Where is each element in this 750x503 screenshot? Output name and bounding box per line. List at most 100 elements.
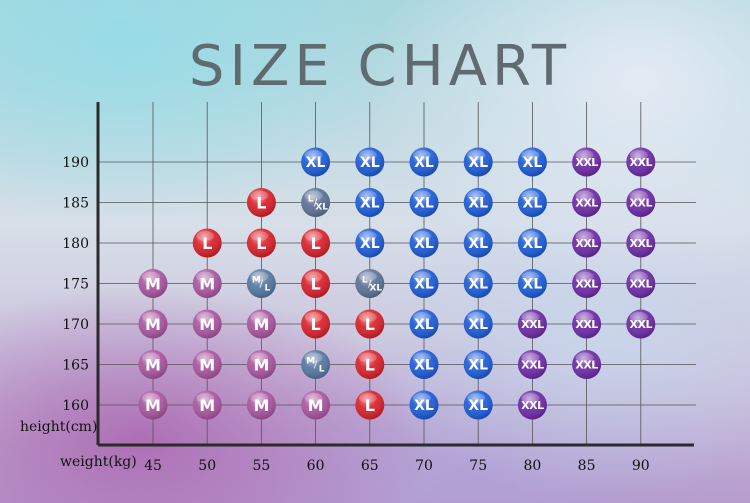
- x-tick-label: 85: [578, 458, 596, 474]
- size-label: XXL: [521, 358, 544, 371]
- size-label: M: [253, 355, 269, 374]
- size-label: XL: [414, 358, 434, 374]
- size-label: XL: [414, 317, 434, 333]
- size-label: M: [306, 357, 315, 367]
- size-marker-xl: XL: [409, 269, 439, 298]
- size-label: M: [145, 315, 161, 334]
- size-marker-xl: XL: [355, 147, 385, 177]
- size-marker-xl: XL: [517, 228, 547, 258]
- size-label: XL: [468, 196, 488, 212]
- size-marker-xxl: XXL: [626, 147, 656, 177]
- y-tick-label: 180: [62, 236, 89, 252]
- y-tick-label: 185: [62, 196, 89, 212]
- y-tick-label: 170: [62, 317, 89, 333]
- size-label-slash: /: [314, 360, 318, 371]
- size-label: XXL: [630, 277, 653, 290]
- size-marker-xl: XL: [301, 147, 331, 177]
- y-tick-label: 160: [62, 398, 89, 414]
- size-marker-m: M: [138, 390, 168, 420]
- size-label: M: [252, 276, 261, 286]
- size-marker-xl: XL: [463, 228, 493, 258]
- size-marker-xl: XL: [463, 269, 493, 298]
- size-label: XXL: [521, 399, 544, 412]
- size-label: L: [202, 234, 212, 253]
- size-label: XL: [414, 196, 434, 212]
- size-marker-xxl: XXL: [517, 390, 547, 420]
- size-label: XXL: [575, 277, 598, 290]
- size-label-slash: /: [368, 279, 372, 290]
- size-label: XL: [468, 358, 488, 374]
- size-label: L: [310, 315, 320, 334]
- size-label: L: [365, 355, 375, 374]
- size-label: XXL: [630, 318, 653, 331]
- size-label: M: [199, 274, 215, 293]
- size-marker-l: L: [301, 269, 331, 298]
- size-marker-m: M: [192, 390, 222, 420]
- size-label: M: [253, 315, 269, 334]
- size-marker-xl: XL: [517, 188, 547, 217]
- size-marker-m: M: [138, 269, 168, 298]
- size-marker-l: L: [355, 390, 385, 420]
- size-marker-l-xl: L/XL: [355, 269, 385, 298]
- size-label: XL: [306, 155, 326, 171]
- chart-title: SIZE CHART: [188, 34, 572, 99]
- size-label: XXL: [630, 156, 653, 169]
- size-label: XL: [468, 155, 488, 171]
- size-marker-xl: XL: [409, 350, 439, 379]
- size-label: M: [199, 355, 215, 374]
- size-label: M: [308, 396, 324, 415]
- y-axis-label: height(cm): [20, 419, 98, 435]
- size-marker-xxl: XXL: [572, 350, 602, 379]
- size-marker-m-l: M/L: [246, 269, 276, 298]
- x-tick-label: 70: [415, 458, 433, 474]
- size-label: L: [265, 284, 271, 294]
- size-label: XL: [360, 196, 380, 212]
- size-label: XL: [315, 203, 328, 213]
- size-label: XL: [414, 277, 434, 293]
- size-marker-l: L: [246, 188, 276, 217]
- size-label: M: [199, 396, 215, 415]
- size-marker-xl: XL: [355, 228, 385, 258]
- size-label: XXL: [630, 196, 653, 209]
- size-marker-m: M: [192, 309, 222, 339]
- size-marker-l: L: [301, 228, 331, 258]
- size-label: L: [362, 276, 368, 286]
- size-marker-xl: XL: [409, 188, 439, 217]
- size-marker-m: M: [301, 390, 331, 420]
- size-label: XL: [369, 284, 382, 294]
- size-label: XL: [468, 236, 488, 252]
- size-label: L: [310, 234, 320, 253]
- size-label-slash: /: [260, 279, 264, 290]
- size-marker-xl: XL: [409, 390, 439, 420]
- x-tick-label: 60: [307, 458, 325, 474]
- size-label: M: [145, 355, 161, 374]
- size-label: XL: [523, 155, 543, 171]
- size-marker-l-xl: L/XL: [301, 188, 331, 217]
- x-tick-label: 90: [632, 458, 650, 474]
- size-label: XL: [523, 236, 543, 252]
- size-label: L: [310, 274, 320, 293]
- size-marker-m: M: [138, 309, 168, 339]
- size-label: L: [319, 365, 325, 375]
- size-marker-m: M: [246, 390, 276, 420]
- x-tick-label: 80: [523, 458, 541, 474]
- size-marker-xl: XL: [463, 309, 493, 339]
- size-label: L: [256, 234, 266, 253]
- size-label: L: [365, 396, 375, 415]
- size-label: XL: [414, 398, 434, 414]
- size-marker-xl: XL: [463, 390, 493, 420]
- size-marker-m: M: [246, 350, 276, 379]
- size-marker-xxl: XXL: [517, 309, 547, 339]
- x-tick-label: 75: [469, 458, 487, 474]
- size-label: XXL: [630, 237, 653, 250]
- size-marker-xl: XL: [409, 309, 439, 339]
- size-label: XXL: [575, 358, 598, 371]
- size-label: XXL: [575, 237, 598, 250]
- x-axis-label: weight(kg): [60, 454, 137, 470]
- size-marker-l: L: [192, 228, 222, 258]
- x-tick-label: 65: [361, 458, 379, 474]
- size-marker-xxl: XXL: [572, 188, 602, 217]
- size-marker-m: M: [192, 350, 222, 379]
- size-marker-l: L: [355, 350, 385, 379]
